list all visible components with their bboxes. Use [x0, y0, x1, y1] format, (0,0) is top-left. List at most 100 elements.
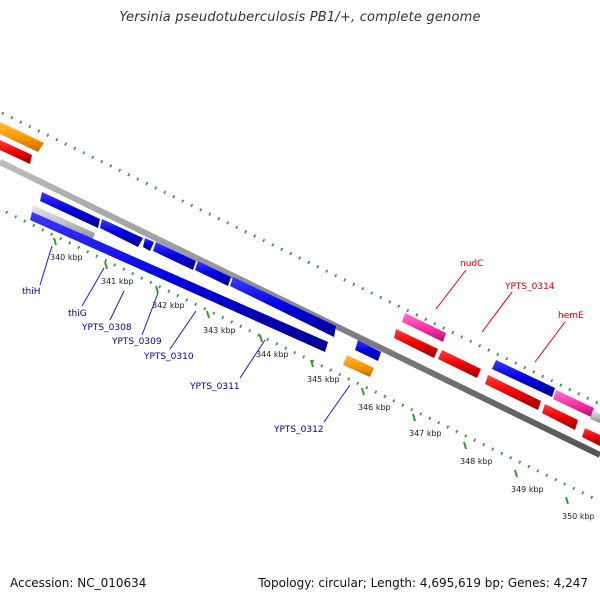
gene-small-blue[interactable]	[143, 238, 154, 251]
gene-YPTS_0312[interactable]	[343, 355, 374, 377]
inner-tick-dot	[365, 385, 369, 390]
tick-label: 340 kbp	[50, 253, 83, 262]
gene-YPTS_0310[interactable]	[230, 277, 336, 337]
inner-tick-dot	[176, 293, 180, 298]
gene-red-right-1[interactable]	[394, 329, 438, 358]
outer-tick-dot	[559, 383, 563, 387]
outer-tick-dot	[118, 168, 122, 173]
gene-red-right-3[interactable]	[542, 404, 578, 430]
outer-tick-dot	[163, 190, 167, 194]
gene-grey[interactable]	[31, 205, 95, 241]
gene-label-leader	[109, 290, 125, 321]
outer-tick-dot	[199, 208, 203, 212]
gene-label-YPTS_0309[interactable]: YPTS_0309	[111, 337, 162, 347]
outer-tick-dot	[100, 159, 104, 164]
gene-red-top-left[interactable]	[0, 140, 32, 164]
outer-tick-dot	[55, 137, 59, 142]
gene-label-leader	[435, 269, 467, 310]
inner-tick-dot	[554, 477, 558, 482]
tick-mark	[565, 496, 569, 505]
gene-label-leader	[141, 292, 159, 336]
inner-tick-track	[5, 210, 594, 499]
gene-label-YPTS_0314[interactable]: YPTS_0314	[504, 282, 555, 292]
tick-mark	[53, 237, 57, 246]
inner-tick-dot	[320, 364, 324, 368]
gene-label-YPTS_0310[interactable]: YPTS_0310	[143, 352, 194, 362]
outer-tick-dot	[352, 282, 356, 287]
gene-hemE[interactable]	[492, 360, 555, 397]
inner-tick-dot	[122, 267, 126, 272]
inner-tick-dot	[221, 315, 225, 320]
outer-tick-dot	[271, 243, 275, 247]
outer-tick-dot	[487, 348, 491, 352]
inner-tick-dot	[131, 271, 135, 276]
gene-orange-top-left[interactable]	[0, 122, 44, 152]
outer-tick-dot	[37, 129, 41, 133]
gene-label-thiG[interactable]: thiG	[68, 309, 87, 319]
outer-tick-dot	[280, 247, 284, 251]
gene-pink-right[interactable]	[553, 390, 594, 417]
gene-nudC[interactable]	[402, 313, 446, 342]
outer-tick-dot	[181, 199, 185, 203]
accession-text: Accession: NC_010634	[10, 576, 147, 590]
gene-grey-right[interactable]	[590, 410, 600, 423]
outer-tick-dot	[505, 357, 509, 361]
outer-tick-dot	[478, 343, 482, 348]
outer-tick-dot	[136, 177, 140, 181]
outer-tick-dot	[154, 186, 158, 190]
gene-label-nudC[interactable]: nudC	[460, 259, 483, 269]
inner-tick-dot	[473, 438, 477, 442]
inner-tick-dot	[419, 412, 423, 416]
inner-tick-dot	[275, 342, 279, 346]
gene-YPTS_0309[interactable]	[195, 261, 231, 286]
gene-YPTS_0314[interactable]	[438, 350, 481, 378]
gene-thiG[interactable]	[100, 219, 143, 247]
outer-tick-dot	[550, 379, 554, 383]
outer-tick-dot	[10, 116, 14, 120]
gene-label-thiH[interactable]: thiH	[22, 287, 41, 297]
inner-tick-dot	[95, 254, 99, 258]
inner-tick-dot	[401, 403, 405, 407]
gene-thiH[interactable]	[40, 192, 100, 228]
tick-mark	[463, 441, 467, 450]
tick-label: 347 kbp	[409, 429, 442, 438]
tick-label: 344 kbp	[256, 350, 289, 359]
gene-label-YPTS_0312[interactable]: YPTS_0312	[273, 425, 324, 435]
forward-strand-genes	[0, 122, 44, 164]
tick-mark	[155, 285, 159, 294]
outer-tick-dot	[244, 229, 248, 234]
inner-tick-dot	[437, 420, 441, 425]
outer-tick-dot	[91, 155, 95, 159]
inner-tick-dot	[302, 355, 306, 359]
inner-tick-dot	[266, 337, 270, 342]
outer-tick-dot	[514, 361, 518, 365]
outer-tick-dot	[64, 142, 68, 146]
tick-label: 341 kbp	[101, 277, 134, 286]
outer-tick-dot	[172, 194, 176, 199]
gene-blue-345[interactable]	[355, 340, 381, 361]
gene-red-right-2[interactable]	[485, 375, 541, 410]
tick-label: 350 kbp	[562, 512, 595, 521]
tick-label: 346 kbp	[358, 403, 391, 412]
outer-tick-dot	[307, 260, 311, 265]
gene-YPTS_0308[interactable]	[153, 242, 196, 270]
gene-label-hemE[interactable]: hemE	[558, 311, 584, 321]
gene-red-right-4[interactable]	[582, 428, 600, 446]
outer-tick-dot	[460, 335, 464, 339]
gene-label-YPTS_0308[interactable]: YPTS_0308	[81, 323, 132, 333]
gene-label-YPTS_0311[interactable]: YPTS_0311	[189, 382, 240, 392]
outer-tick-dot	[19, 120, 23, 124]
gene-YPTS_0311[interactable]	[30, 212, 328, 352]
inner-tick-dot	[59, 236, 63, 241]
outer-tick-dot	[361, 286, 365, 291]
outer-tick-dot	[586, 396, 590, 400]
tick-label: 343 kbp	[203, 326, 236, 335]
tick-mark	[412, 413, 416, 422]
outer-tick-dot	[109, 164, 113, 168]
tick-mark	[514, 469, 518, 478]
inner-tick-dot	[140, 276, 144, 280]
outer-tick-dot	[28, 124, 32, 129]
outer-tick-dot	[451, 330, 455, 335]
outer-tick-dot	[82, 151, 86, 155]
